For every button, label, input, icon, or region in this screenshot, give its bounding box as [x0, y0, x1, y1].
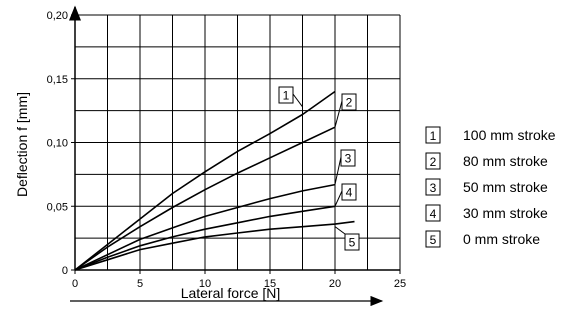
- legend-number-3: 3: [430, 181, 437, 195]
- y-tick-label: 0,10: [47, 138, 68, 150]
- series-line-1: [74, 90, 336, 271]
- legend-number-4: 4: [430, 207, 437, 221]
- callout-label-4: 4: [346, 186, 353, 200]
- x-tick-label: 10: [199, 278, 211, 290]
- callout-leader-1: [292, 93, 303, 108]
- series-line-3: [74, 183, 336, 271]
- x-tick-label: 20: [329, 278, 341, 290]
- legend-box-3: [425, 178, 441, 196]
- callout-label-3: 3: [345, 152, 352, 166]
- legend-box-2: [425, 152, 441, 170]
- legend-label-4: 30 mm stroke: [463, 205, 548, 221]
- callout-label-1: 1: [283, 89, 290, 103]
- legend-box-5: [425, 230, 441, 248]
- callout-box-5: [344, 233, 360, 251]
- legend-number-2: 2: [430, 155, 437, 169]
- y-axis-label: Deflection f [mm]: [14, 92, 30, 197]
- legend-label-1: 100 mm stroke: [463, 127, 556, 143]
- callout-box-1: [278, 86, 294, 104]
- legend-number-5: 5: [430, 233, 437, 247]
- callout-leader-2: [334, 100, 343, 128]
- legend-number-1: 1: [430, 129, 437, 143]
- grid: [75, 14, 401, 270]
- callout-label-5: 5: [349, 236, 356, 250]
- x-tick-label: 0: [72, 278, 78, 290]
- callout-label-2: 2: [346, 96, 353, 110]
- callout-leader-4: [334, 190, 343, 207]
- legend-label-5: 0 mm stroke: [463, 231, 540, 247]
- series-line-4: [74, 205, 336, 271]
- y-tick-label: 0: [62, 265, 68, 277]
- series-line-2: [74, 126, 336, 271]
- callout-leader-5: [334, 226, 346, 235]
- y-tick-label: 0,05: [47, 201, 68, 213]
- callout-box-3: [340, 149, 356, 167]
- x-tick-label: 15: [264, 278, 276, 290]
- legend-box-4: [425, 204, 441, 222]
- legend-box-1: [425, 126, 441, 144]
- callout-leader-3: [334, 156, 342, 185]
- axes: [69, 5, 400, 307]
- x-axis-label: Lateral force [N]: [181, 285, 281, 301]
- y-tick-label: 0,20: [47, 10, 68, 22]
- x-tick-label: 5: [137, 278, 143, 290]
- y-tick-label: 0,15: [47, 74, 68, 86]
- legend-label-2: 80 mm stroke: [463, 153, 548, 169]
- callout-box-4: [341, 183, 357, 201]
- callouts: 1 2 3 4 5: [278, 86, 360, 251]
- callout-box-2: [341, 93, 357, 111]
- legend-label-3: 50 mm stroke: [463, 179, 548, 195]
- x-tick-label: 25: [394, 278, 406, 290]
- series-lines: [74, 90, 355, 271]
- series-line-5: [74, 220, 355, 271]
